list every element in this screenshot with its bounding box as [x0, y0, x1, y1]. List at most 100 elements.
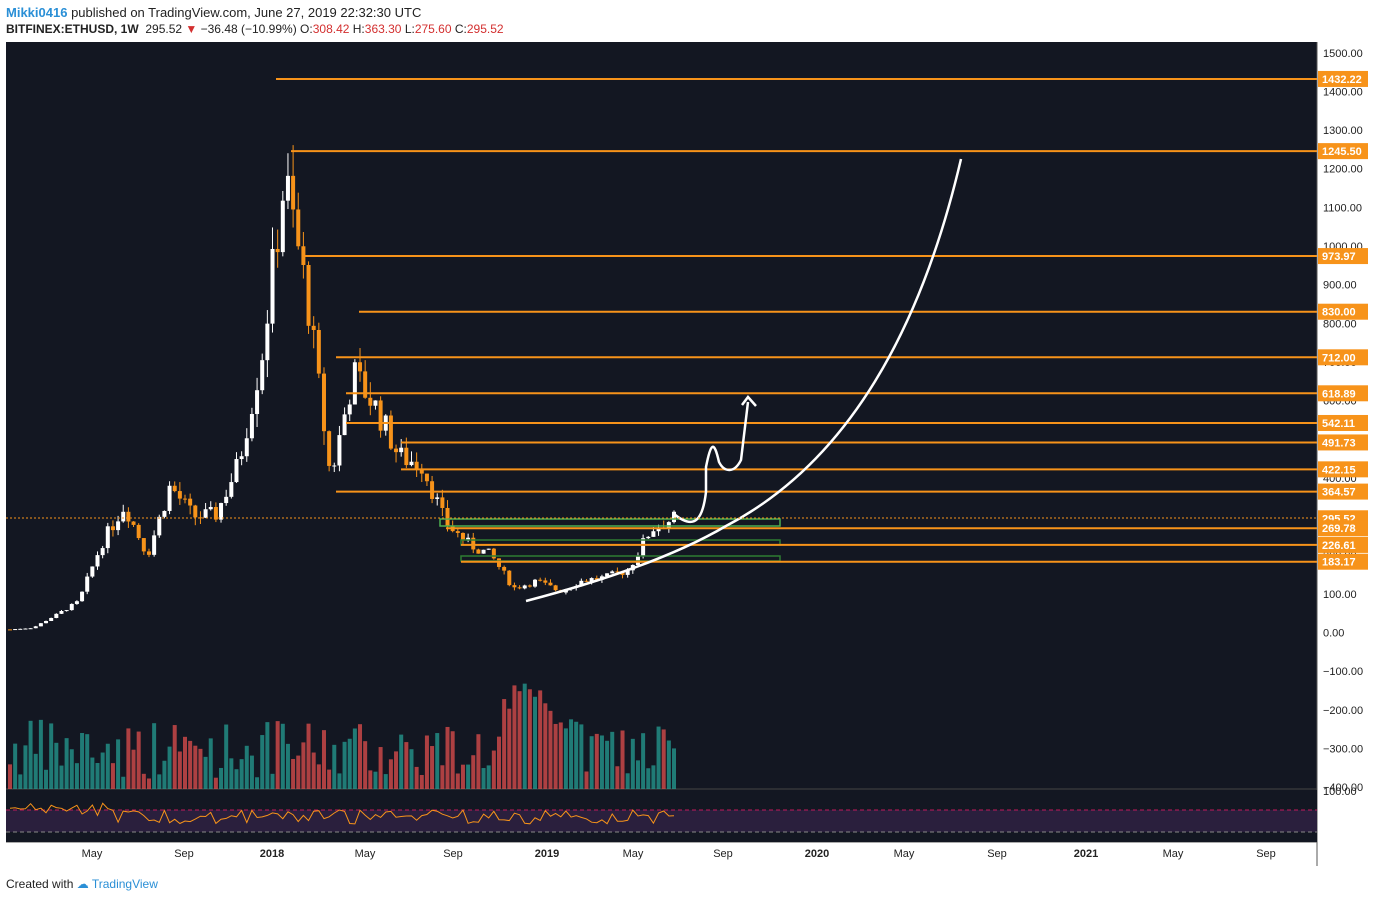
volume-bar: [455, 773, 460, 789]
chart-frame[interactable]: 1500.00 1400.00 1300.00 1200.00 1100.00 1000.…: [6, 42, 1378, 866]
candle-body: [306, 265, 311, 326]
volume-bar: [548, 710, 553, 789]
volume-bar: [44, 769, 49, 789]
volume-bar: [198, 748, 203, 789]
volume-bar: [476, 734, 481, 789]
candle-body: [445, 507, 450, 527]
volume-bar: [219, 767, 224, 789]
candle-body: [419, 469, 424, 474]
volume-bar: [589, 736, 594, 789]
candle-body: [183, 498, 188, 500]
level-tag-label: 226.61: [1322, 540, 1356, 552]
candle-body: [116, 521, 121, 531]
rsi-band: [6, 810, 1317, 832]
volume-bar: [255, 777, 260, 789]
candle-body: [280, 200, 285, 253]
volume-bar: [126, 728, 131, 789]
candle-body: [157, 516, 162, 536]
level-tag-label: 542.11: [1322, 418, 1355, 430]
volume-bar: [321, 730, 326, 789]
close-label: C:: [454, 22, 467, 36]
level-tag: [1318, 520, 1368, 537]
candle-body: [95, 555, 100, 567]
time-tick: 2018: [260, 848, 284, 860]
volume-bar: [234, 769, 239, 789]
candle-body: [368, 397, 373, 406]
time-tick: May: [82, 848, 103, 860]
level-tag-label: 1245.50: [1322, 146, 1362, 158]
candle-body: [460, 532, 465, 541]
volume-bar: [466, 764, 471, 789]
level-tag: [1318, 349, 1368, 366]
tradingview-logo-icon[interactable]: ☁: [76, 877, 89, 891]
candle-body: [538, 579, 543, 581]
projection-arrow: [673, 395, 757, 524]
price-chart[interactable]: 1500.001400.001300.001200.001100.001000.…: [6, 42, 1378, 866]
candle-body: [18, 628, 23, 630]
candle-body: [316, 329, 321, 374]
volume-bar: [208, 738, 213, 789]
volume-bar: [373, 771, 378, 789]
volume-bar: [265, 722, 270, 789]
candle-body: [625, 570, 630, 575]
level-tag-label: 269.78: [1322, 523, 1356, 535]
volume-bar: [445, 726, 450, 789]
time-tick: May: [355, 848, 376, 860]
volume-bar: [229, 758, 234, 789]
candle-body: [594, 578, 599, 580]
candle-body: [373, 400, 378, 406]
candle-body: [533, 579, 538, 587]
volume-bar: [656, 726, 661, 789]
candle-body: [584, 580, 589, 582]
volume-bar: [430, 746, 435, 789]
candle-body: [64, 610, 69, 612]
volume-bar: [33, 753, 38, 789]
price-tick: 1100.00: [1323, 202, 1362, 214]
candle-body: [553, 585, 558, 591]
volume-bar: [486, 765, 491, 789]
price-axis-background: [1317, 42, 1378, 866]
candle-body: [13, 629, 18, 631]
level-tag: [1318, 385, 1368, 402]
time-tick: Sep: [713, 848, 733, 860]
candle-body: [605, 573, 610, 577]
price-tick: 1400.00: [1323, 86, 1363, 98]
low-label: L:: [404, 22, 415, 36]
price-tick: −400.00: [1323, 782, 1363, 794]
time-tick: Sep: [1256, 848, 1276, 860]
volume-bar: [646, 768, 651, 789]
volume-bar: [543, 703, 548, 789]
level-tag: [1318, 70, 1368, 87]
price-tick: 900.00: [1323, 280, 1357, 292]
candle-body: [342, 414, 347, 436]
author-link[interactable]: Mikki0416: [6, 5, 68, 20]
down-arrow-icon: ▼: [185, 22, 198, 36]
volume-bar: [635, 760, 640, 789]
time-tick: Sep: [174, 848, 194, 860]
candle-body: [337, 435, 342, 466]
volume-bar: [512, 685, 517, 789]
candle-body: [234, 459, 239, 483]
candle-body: [579, 580, 584, 587]
symbol-line: BITFINEX:ETHUSD, 1W 295.52 ▼ −36.48 (−10…: [6, 22, 504, 36]
rsi-axis-label: 100.00: [1323, 786, 1357, 798]
volume-bar: [435, 733, 440, 789]
level-tag-label: 618.89: [1322, 388, 1356, 400]
level-tag: [1318, 303, 1368, 320]
volume-bar: [625, 773, 630, 789]
candle-body: [203, 509, 208, 518]
published-text: published on TradingView.com, June 27, 2…: [71, 5, 422, 20]
volume-bar: [177, 751, 182, 789]
volume-bar: [347, 738, 352, 789]
volume-bar: [368, 770, 373, 789]
volume-bar: [440, 765, 445, 789]
candle-body: [641, 538, 646, 556]
candle-body: [363, 371, 368, 398]
candle-body: [105, 526, 110, 549]
tradingview-brand[interactable]: TradingView: [91, 877, 158, 891]
volume-bar: [538, 690, 543, 789]
high-value: 363.30: [364, 22, 402, 36]
volume-bar: [136, 731, 141, 789]
level-tags: 1432.22 1245.50 973.97 830.00 712.00 618.89 54…: [1318, 70, 1368, 570]
candle-body: [49, 617, 54, 621]
